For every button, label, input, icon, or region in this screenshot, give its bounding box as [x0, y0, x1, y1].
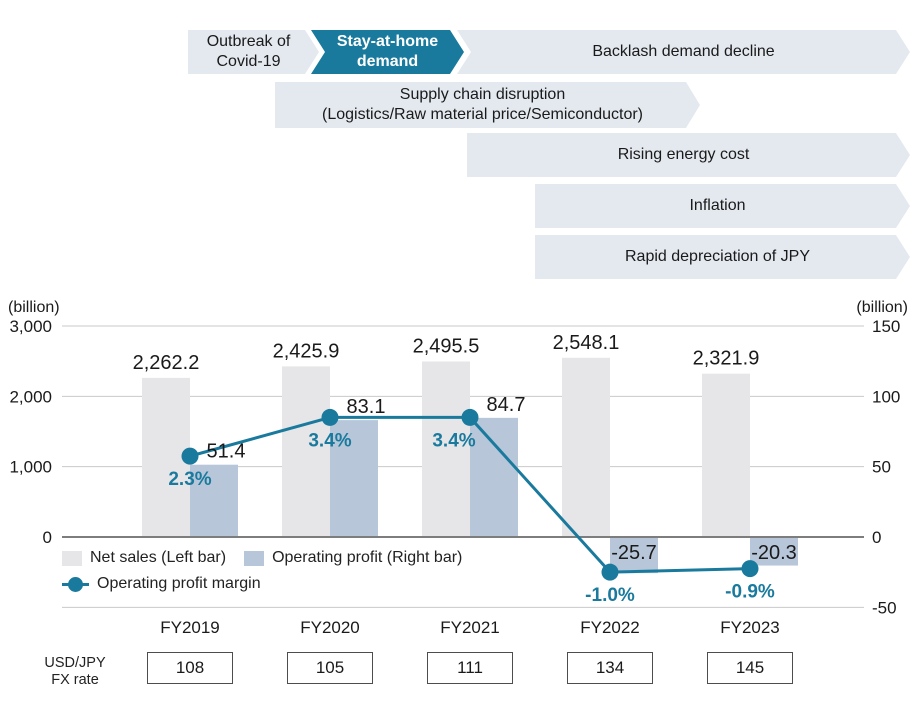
- net-sales-legend-label: Net sales (Left bar): [90, 549, 227, 566]
- fx-rate-box-fy2021: 111: [427, 652, 513, 684]
- net-sales-value-label: 2,262.2: [133, 352, 200, 374]
- net-sales-bar-fy2023: [702, 373, 750, 537]
- banner-label: Outbreak of Covid-19: [206, 33, 291, 70]
- net-sales-bar-fy2021: [422, 361, 470, 537]
- fx-rate-box-fy2023: 145: [707, 652, 793, 684]
- timeline-banner-supply-chain: Supply chain disruption (Logistics/Raw m…: [275, 82, 700, 128]
- x-axis-label-fy2022: FY2022: [580, 618, 640, 637]
- margin-dot-fy2020: [321, 408, 339, 426]
- left-axis-tick: 1,000: [9, 458, 52, 477]
- banner-label: Rising energy cost: [617, 146, 750, 164]
- chart-legend: Net sales (Left bar) Operating profit (R…: [62, 549, 462, 601]
- timeline-banner-energy-cost: Rising energy cost: [467, 133, 910, 177]
- legend-row-margin: Operating profit margin: [62, 575, 462, 593]
- margin-value-label: 3.4%: [432, 430, 475, 451]
- fx-column-fy2019: FY2019 108: [130, 618, 250, 684]
- fx-column-fy2020: FY2020 105: [270, 618, 390, 684]
- operating-profit-value-label: -25.7: [611, 542, 657, 564]
- net-sales-value-label: 2,321.9: [693, 348, 760, 370]
- net-sales-bar-fy2022: [562, 357, 610, 537]
- margin-dot-fy2019: [181, 447, 199, 465]
- fx-rate-box-fy2020: 105: [287, 652, 373, 684]
- fx-column-fy2021: FY2021 111: [410, 618, 530, 684]
- margin-value-label: 2.3%: [168, 469, 211, 490]
- timeline-banner-backlash: Backlash demand decline: [457, 30, 910, 74]
- timeline-banner-stay-at-home: Stay-at-home demand: [311, 30, 464, 74]
- left-axis-tick: 2,000: [9, 387, 52, 406]
- fx-rate-row-label: USD/JPY FX rate: [44, 655, 106, 688]
- right-axis-tick: 50: [872, 458, 891, 477]
- right-axis-title: (billion): [856, 299, 908, 316]
- net-sales-value-label: 2,548.1: [553, 332, 620, 354]
- margin-legend-label: Operating profit margin: [97, 575, 261, 592]
- banner-label: Inflation: [689, 197, 746, 215]
- x-axis-label-fy2023: FY2023: [720, 618, 780, 637]
- operating-profit-bar-fy2021: [470, 417, 518, 537]
- right-axis-tick: 150: [872, 317, 900, 336]
- operating-profit-value-label: 83.1: [347, 396, 386, 418]
- banner-label-line2: (Logistics/Raw material price/Semiconduc…: [322, 106, 643, 123]
- operating-profit-bar-fy2019: [190, 464, 238, 537]
- operating-profit-bar-fy2023: [750, 537, 798, 566]
- operating-profit-legend-swatch: [244, 550, 265, 566]
- margin-dot-fy2022: [601, 563, 619, 581]
- banner-label: Stay-at-home demand: [336, 33, 439, 70]
- timeline-banner-outbreak: Outbreak of Covid-19: [188, 30, 319, 74]
- operating-profit-value-label: 51.4: [207, 441, 246, 463]
- margin-value-label: -0.9%: [725, 582, 775, 603]
- x-axis-label-fy2020: FY2020: [300, 618, 360, 637]
- operating-profit-legend-label: Operating profit (Right bar): [272, 549, 463, 566]
- timeline-banner-jpy-depreciation: Rapid depreciation of JPY: [535, 235, 910, 279]
- banner-label: Backlash demand decline: [592, 43, 775, 61]
- operating-profit-bar-fy2022: [610, 537, 658, 574]
- margin-dot-fy2023: [741, 560, 759, 578]
- legend-row-bars: Net sales (Left bar) Operating profit (R…: [62, 549, 462, 567]
- right-axis-tick: 0: [872, 528, 881, 547]
- margin-value-label: 3.4%: [308, 430, 351, 451]
- right-axis-tick: 100: [872, 387, 900, 406]
- margin-value-label: -1.0%: [585, 585, 635, 606]
- left-axis-tick: 0: [43, 528, 52, 547]
- net-sales-value-label: 2,495.5: [413, 335, 480, 357]
- net-sales-bar-fy2020: [282, 366, 330, 537]
- left-axis-title: (billion): [8, 299, 60, 316]
- banner-label: Rapid depreciation of JPY: [625, 248, 810, 266]
- x-axis-label-fy2021: FY2021: [440, 618, 500, 637]
- fx-rate-row: USD/JPY FX rate FY2019 108 FY2020 105 FY2021…: [0, 618, 920, 718]
- operating-profit-value-label: -20.3: [751, 542, 797, 564]
- timeline-banner-inflation: Inflation: [535, 184, 910, 228]
- margin-dot-fy2021: [461, 408, 479, 426]
- fx-rate-box-fy2022: 134: [567, 652, 653, 684]
- operating-profit-value-label: 84.7: [487, 394, 526, 416]
- right-axis-tick: -50: [872, 598, 897, 617]
- net-sales-value-label: 2,425.9: [273, 340, 340, 362]
- left-axis-tick: 3,000: [9, 317, 52, 336]
- net-sales-legend-swatch: [62, 550, 82, 566]
- x-axis-label-fy2019: FY2019: [160, 618, 220, 637]
- banner-label-line1: Supply chain disruption: [399, 86, 566, 104]
- fx-column-fy2023: FY2023 145: [690, 618, 810, 684]
- fx-rate-box-fy2019: 108: [147, 652, 233, 684]
- operating-profit-bar-fy2020: [330, 420, 378, 537]
- fx-column-fy2022: FY2022 134: [550, 618, 670, 684]
- margin-line-legend-marker: [62, 576, 89, 592]
